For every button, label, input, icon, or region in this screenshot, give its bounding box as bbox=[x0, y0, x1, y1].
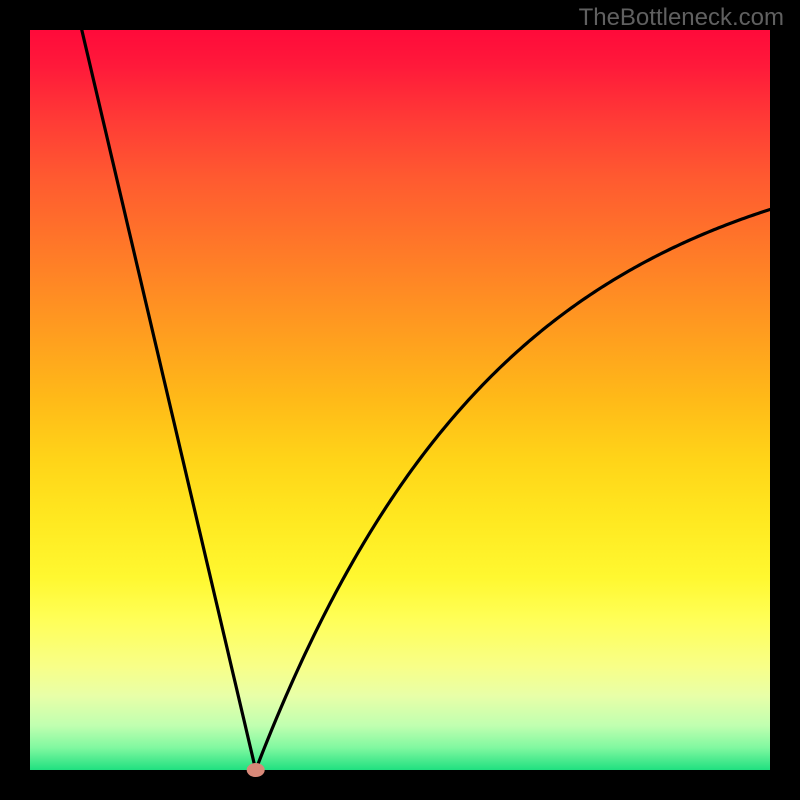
minimum-marker bbox=[247, 763, 265, 777]
watermark-text: TheBottleneck.com bbox=[579, 4, 784, 32]
bottleneck-curve-chart bbox=[0, 0, 800, 800]
plot-background bbox=[30, 30, 770, 770]
chart-container: { "header": { "watermark": "TheBottlenec… bbox=[0, 0, 800, 800]
